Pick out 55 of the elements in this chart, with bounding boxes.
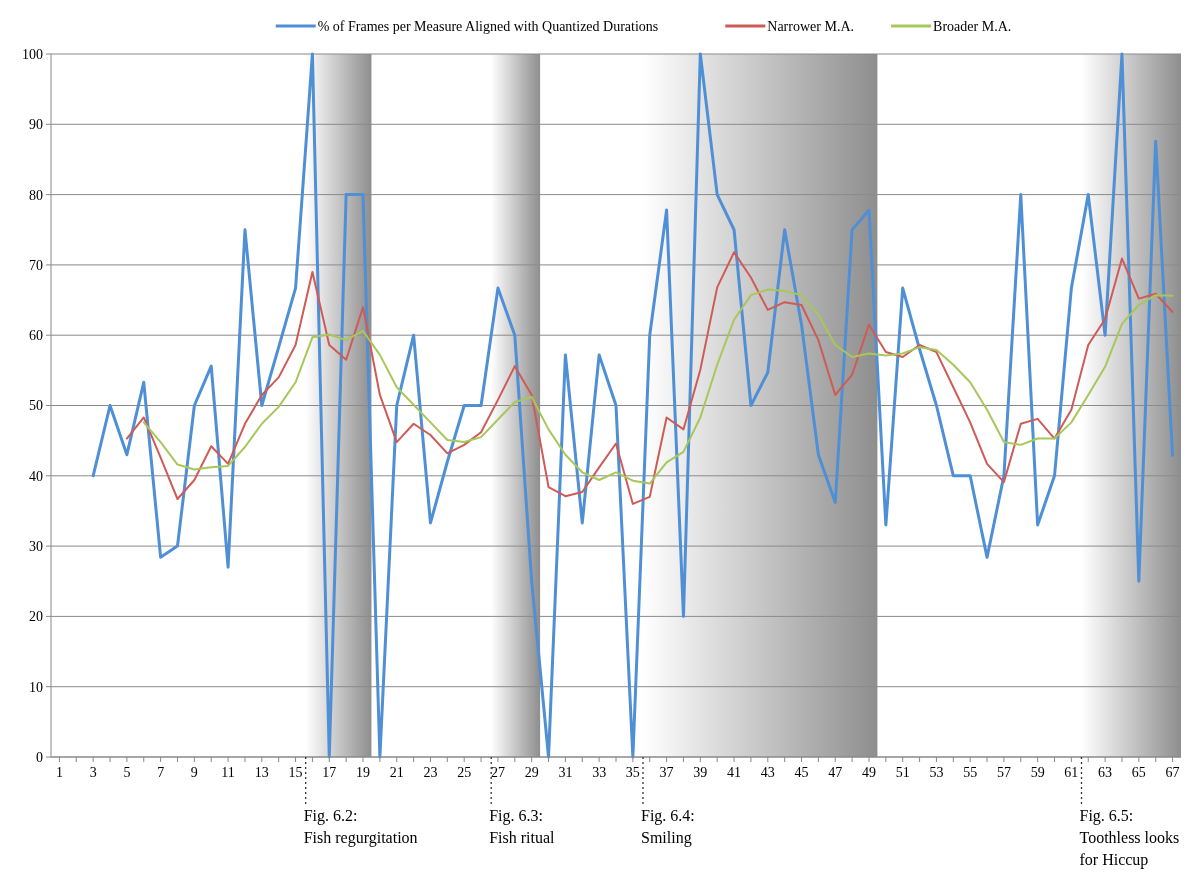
ref-line-label: Fig. 6.4: Smiling — [640, 807, 695, 847]
x-tick-label: 5 — [123, 765, 131, 780]
x-tick-label: 21 — [389, 765, 404, 780]
y-tick-label: 10 — [29, 679, 43, 695]
x-tick-label: 19 — [356, 765, 371, 780]
x-tick-label: 43 — [760, 765, 775, 780]
x-tick-label: 27 — [490, 765, 505, 780]
x-tick-label: 41 — [727, 765, 742, 780]
x-tick-label: 17 — [322, 765, 337, 780]
y-tick-label: 30 — [29, 539, 43, 554]
y-tick-label: 70 — [29, 257, 43, 273]
y-tick-label: 60 — [29, 328, 43, 344]
ref-line-label: Fig. 6.5: Toothless looks for Hiccup — [1079, 807, 1180, 869]
legend-label: % of Frames per Measure Aligned with Quantized Durations — [317, 18, 659, 34]
x-tick-label: 1 — [55, 765, 63, 780]
x-tick-label: 25 — [457, 765, 472, 780]
y-tick-label: 100 — [22, 46, 43, 62]
line-series — [125, 251, 1174, 505]
x-tick-label: 7 — [157, 765, 165, 780]
x-tick-label: 29 — [524, 765, 539, 780]
y-tick-label: 0 — [36, 749, 43, 765]
x-tick-label: 65 — [1131, 765, 1146, 780]
x-tick-label: 33 — [592, 765, 607, 780]
y-tick-label: 80 — [29, 187, 43, 203]
line-series — [142, 288, 1174, 485]
legend-label: Narrower M.A. — [767, 18, 854, 34]
x-tick-label: 47 — [828, 765, 843, 780]
x-tick-label: 59 — [1030, 765, 1045, 780]
legend-label: Broader M.A. — [933, 18, 1012, 34]
x-tick-label: 11 — [221, 765, 235, 780]
y-tick-label: 90 — [29, 117, 43, 133]
line-series — [91, 52, 1175, 759]
y-tick-label: 50 — [29, 398, 43, 414]
x-tick-label: 51 — [895, 765, 910, 780]
x-tick-label: 57 — [996, 765, 1011, 780]
x-tick-label: 35 — [625, 765, 640, 780]
ref-line-label: Fig. 6.3: Fish ritual — [489, 807, 556, 846]
x-tick-label: 3 — [89, 765, 97, 780]
x-tick-label: 37 — [659, 765, 674, 780]
x-tick-label: 67 — [1165, 765, 1180, 780]
y-tick-label: 40 — [29, 468, 43, 484]
x-tick-label: 63 — [1098, 765, 1113, 780]
x-tick-label: 9 — [190, 765, 198, 780]
x-tick-label: 53 — [929, 765, 944, 780]
x-tick-label: 13 — [254, 765, 269, 780]
ref-line-label: Fig. 6.2: Fish regurgitation — [303, 807, 418, 847]
x-tick-label: 61 — [1064, 765, 1079, 780]
x-tick-label: 55 — [963, 765, 978, 780]
x-tick-label: 49 — [861, 765, 876, 780]
x-tick-label: 39 — [693, 765, 708, 780]
x-tick-label: 15 — [288, 765, 303, 780]
y-tick-label: 20 — [29, 609, 43, 625]
x-tick-label: 45 — [794, 765, 809, 780]
x-tick-label: 31 — [558, 765, 573, 780]
x-tick-label: 23 — [423, 765, 438, 780]
